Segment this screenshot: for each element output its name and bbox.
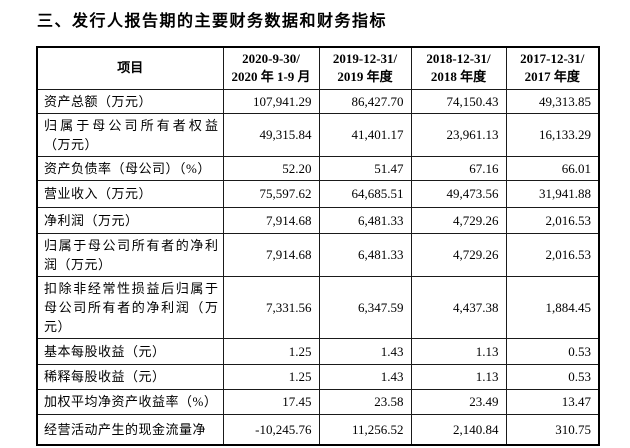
row-value: 2,016.53 [505,206,600,234]
header-period-date: 2019-12-31/ [332,51,398,67]
header-period-date: 2017-12-31/ [520,51,585,67]
row-value: 75,597.62 [222,179,320,208]
table-row: 基本每股收益（元） 1.25 1.43 1.13 0.53 [36,337,600,365]
row-value: 7,914.68 [222,232,320,277]
row-value: 49,473.56 [410,179,507,208]
table-header-row: 项目 2020-9-30/ 2020 年 1-9 月 2019-12-31/ 2… [36,46,600,90]
row-value: 1.43 [318,363,412,390]
row-label: 营业收入（万元） [36,179,224,208]
row-value: 4,729.26 [410,232,507,277]
header-period-2020: 2020-9-30/ 2020 年 1-9 月 [222,46,320,90]
row-value: 107,941.29 [222,88,320,114]
row-value: 23,961.13 [410,112,507,157]
table-row: 资产总额（万元） 107,941.29 86,427.70 74,150.43 49,3… [36,88,600,114]
table-row: 经营活动产生的现金流量净 -10,245.76 11,256.52 2,140.84 3… [36,413,600,446]
row-value: 1,884.45 [505,275,600,339]
row-value: 23.58 [318,388,412,415]
row-value: 6,347.59 [318,275,412,339]
header-period-2019: 2019-12-31/ 2019 年度 [318,46,412,90]
row-value: 11,256.52 [318,413,412,446]
header-period-range: 2018 年度 [430,69,487,85]
row-label: 资产总额（万元） [36,88,224,114]
row-value: 52.20 [222,155,320,181]
row-value: 4,437.38 [410,275,507,339]
header-item-column: 项目 [36,46,224,90]
header-period-2017: 2017-12-31/ 2017 年度 [505,46,600,90]
row-label: 稀释每股收益（元） [36,363,224,390]
row-value: 86,427.70 [318,88,412,114]
row-value: 1.25 [222,363,320,390]
row-value: -10,245.76 [222,413,320,446]
header-period-date: 2020-9-30/ [242,51,300,67]
row-value: 4,729.26 [410,206,507,234]
table-row: 扣除非经常性损益后归属于母公司所有者的净利润（万元） 7,331.56 6,347.… [36,275,600,339]
table-row: 净利润（万元） 7,914.68 6,481.33 4,729.26 2,016.53 [36,206,600,234]
table-row: 归属于母公司所有者权益（万元） 49,315.84 41,401.17 23,961.… [36,112,600,157]
row-value: 1.13 [410,363,507,390]
header-period-range: 2019 年度 [337,69,393,85]
row-value: 6,481.33 [318,206,412,234]
row-value: 1.25 [222,337,320,365]
row-value: 66.01 [505,155,600,181]
row-value: 16,133.29 [505,112,600,157]
header-period-range: 2017 年度 [524,69,580,85]
row-value: 0.53 [505,363,600,390]
row-label: 基本每股收益（元） [36,337,224,365]
row-value: 31,941.88 [505,179,600,208]
header-period-2018: 2018-12-31/ 2018 年度 [410,46,507,90]
row-value: 1.43 [318,337,412,365]
row-value: 23.49 [410,388,507,415]
row-value: 67.16 [410,155,507,181]
row-value: 13.47 [505,388,600,415]
row-value: 310.75 [505,413,600,446]
row-value: 17.45 [222,388,320,415]
row-value: 7,914.68 [222,206,320,234]
row-value: 49,313.85 [505,88,600,114]
row-value: 64,685.51 [318,179,412,208]
row-label: 归属于母公司所有者权益（万元） [36,112,224,157]
row-label: 归属于母公司所有者的净利润（万元） [36,232,224,277]
financial-data-table: 项目 2020-9-30/ 2020 年 1-9 月 2019-12-31/ 2… [36,46,600,446]
row-value: 41,401.17 [318,112,412,157]
table-row: 归属于母公司所有者的净利润（万元） 7,914.68 6,481.33 4,729.2… [36,232,600,277]
row-label: 资产负债率（母公司）（%） [36,155,224,181]
row-value: 6,481.33 [318,232,412,277]
section-title: 三、发行人报告期的主要财务数据和财务指标 [37,13,388,30]
table-row: 营业收入（万元） 75,597.62 64,685.51 49,473.56 31,94… [36,179,600,208]
header-period-range: 2020 年 1-9 月 [231,69,311,85]
row-value: 0.53 [505,337,600,365]
row-value: 51.47 [318,155,412,181]
row-value: 2,016.53 [505,232,600,277]
table-row: 稀释每股收益（元） 1.25 1.43 1.13 0.53 [36,363,600,390]
row-value: 7,331.56 [222,275,320,339]
header-period-date: 2018-12-31/ [426,51,491,67]
row-value: 1.13 [410,337,507,365]
row-label: 净利润（万元） [36,206,224,234]
row-value: 49,315.84 [222,112,320,157]
table-row: 资产负债率（母公司）（%） 52.20 51.47 67.16 66.01 [36,155,600,181]
row-value: 2,140.84 [410,413,507,446]
row-value: 74,150.43 [410,88,507,114]
row-label: 加权平均净资产收益率（%） [36,388,224,415]
financial-table-body: 资产总额（万元） 107,941.29 86,427.70 74,150.43 49,3… [36,88,600,446]
row-label: 经营活动产生的现金流量净 [36,413,224,446]
row-label: 扣除非经常性损益后归属于母公司所有者的净利润（万元） [36,275,224,339]
table-row: 加权平均净资产收益率（%） 17.45 23.58 23.49 13.47 [36,388,600,415]
